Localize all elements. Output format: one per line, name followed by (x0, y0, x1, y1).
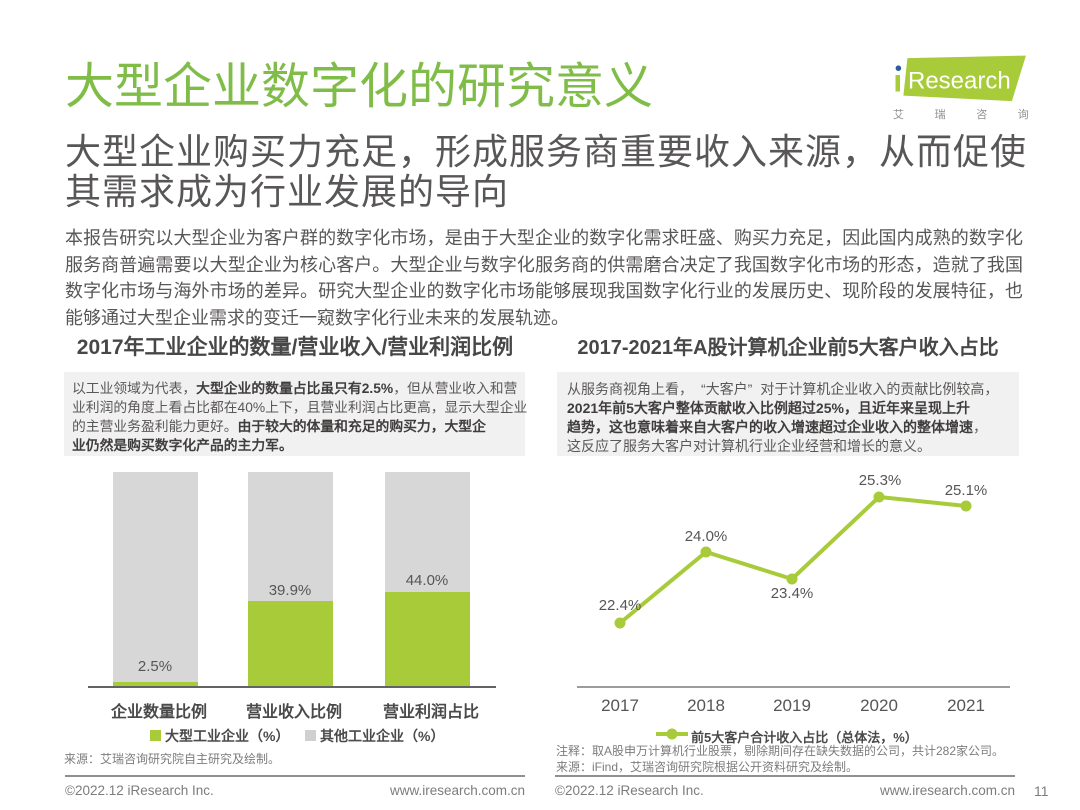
svg-text:Research: Research (908, 68, 1011, 95)
svg-text:艾瑞咨询: 艾瑞咨询 (893, 107, 1040, 121)
